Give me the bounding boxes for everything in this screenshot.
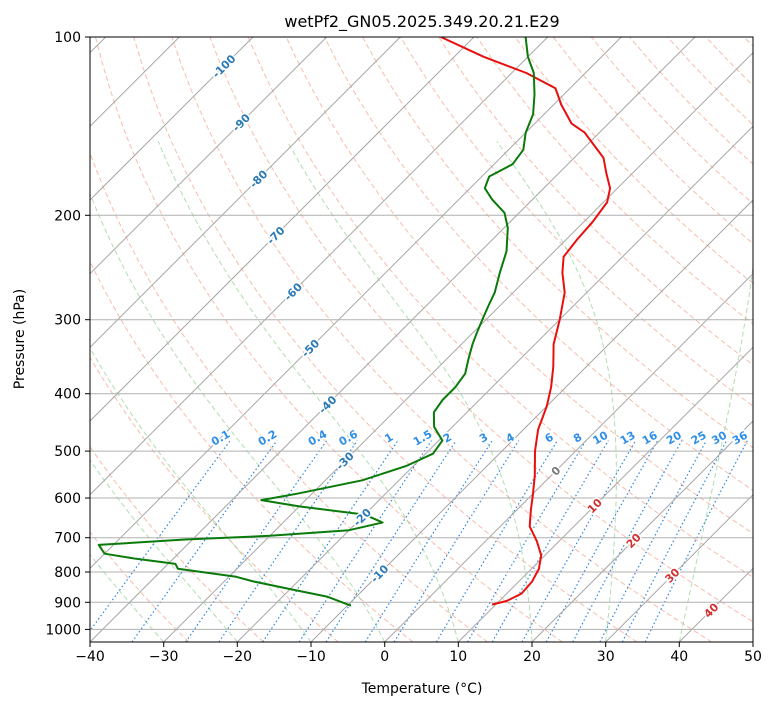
x-tick-label: 20	[523, 649, 541, 665]
y-tick-label: 1000	[45, 622, 81, 638]
y-tick-label: 600	[54, 491, 81, 507]
grid-lines	[90, 37, 753, 642]
plot-background	[90, 37, 753, 642]
isotherm-line	[90, 37, 328, 275]
mixing-ratio-line	[521, 440, 637, 642]
isotherm-line	[310, 199, 753, 642]
dry-adiabat-line	[133, 37, 638, 642]
x-tick-label: 10	[449, 649, 467, 665]
y-tick-label: 100	[54, 30, 81, 46]
dry-adiabat-line	[90, 356, 339, 642]
mixing-ratio-line	[572, 440, 683, 642]
isotherm-line	[236, 125, 753, 642]
isotherm-line	[90, 37, 475, 422]
x-tick-label: 30	[597, 649, 615, 665]
mixing-ratio-line	[262, 440, 399, 642]
isotherm-line	[605, 493, 753, 642]
dry-adiabat-line	[95, 37, 563, 642]
y-tick-label: 200	[54, 208, 81, 224]
x-tick-label: −40	[75, 649, 105, 665]
dry-adiabat-line	[90, 531, 190, 642]
isotherm-line	[531, 420, 753, 642]
isotherm-line	[384, 272, 753, 642]
y-tick-label: 800	[54, 565, 81, 581]
axes: −40 −30 −20 −10 0 10 20 30 40 50 100 200 300 400 500 60…	[45, 30, 762, 665]
y-tick-label: 900	[54, 595, 81, 611]
x-tick-label: −30	[149, 649, 179, 665]
x-tick-label: −10	[296, 649, 326, 665]
dry-adiabat-line	[438, 37, 753, 366]
dry-adiabat-line	[90, 445, 264, 642]
dry-adiabat-line	[209, 37, 753, 623]
y-tick-label: 700	[54, 531, 81, 547]
dry-adiabat-line	[514, 37, 753, 285]
dry-adiabat-line	[247, 37, 753, 578]
isotherm-line	[90, 37, 254, 201]
y-axis-label: Pressure (hPa)	[12, 289, 28, 389]
mixing-ratio-line	[185, 440, 328, 642]
y-tick-label: 400	[54, 387, 81, 403]
mixing-ratio-line	[644, 440, 748, 642]
y-tick-label: 300	[54, 313, 81, 329]
mixing-ratio-line	[466, 440, 587, 642]
dry-adiabat-line	[400, 37, 753, 407]
mixing-ratio-line	[131, 440, 278, 642]
dry-adiabat-line	[171, 37, 712, 642]
mixing-ratio-line	[491, 440, 609, 642]
x-tick-label: −20	[223, 649, 253, 665]
isotherm-line	[90, 37, 401, 349]
mixing-ratio-line	[364, 440, 493, 642]
mixing-ratio-line	[325, 440, 457, 642]
dry-adiabat-line	[285, 37, 753, 535]
dry-adiabat-line	[90, 151, 488, 642]
isotherm-line	[90, 37, 696, 642]
x-tick-label: 50	[744, 649, 762, 665]
dewpoint-profile-line	[97, 37, 536, 607]
temperature-profile-line	[440, 37, 612, 606]
chart-title: wetPf2_GN05.2025.349.20.21.E29	[284, 12, 559, 32]
dry-adiabat-line	[362, 37, 753, 449]
isotherm-line	[457, 346, 753, 642]
x-tick-label: 0	[380, 649, 389, 665]
series-layer	[97, 37, 612, 607]
mixing-ratio-line	[90, 440, 231, 632]
plot-frame	[89, 36, 754, 643]
y-tick-label: 500	[54, 444, 81, 460]
x-axis-label: Temperature (°C)	[361, 681, 483, 697]
isotherm-line	[90, 37, 549, 496]
x-tick-label: 40	[670, 649, 688, 665]
isotherm-line	[752, 641, 753, 642]
isotherm-line	[90, 37, 622, 570]
isotherm-line	[163, 51, 753, 642]
mixing-ratio-line	[435, 440, 558, 642]
dry-adiabat-line	[323, 37, 753, 491]
mixing-ratio-line	[298, 440, 432, 642]
mixing-ratio-line	[545, 440, 659, 642]
